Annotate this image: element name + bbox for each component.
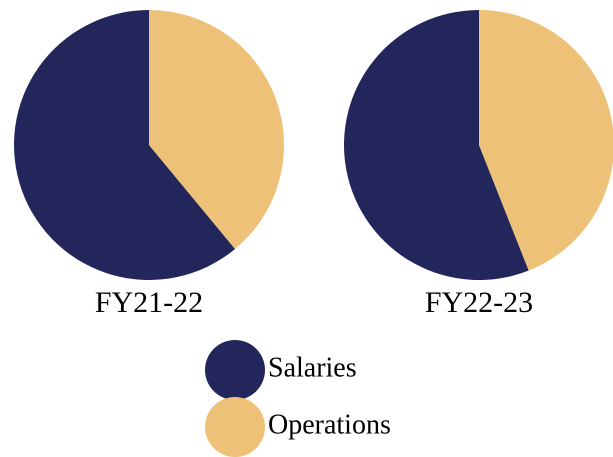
legend-label: Salaries — [268, 352, 357, 383]
pie-slice — [149, 10, 285, 250]
legend-label: Operations — [268, 409, 391, 440]
pie-slice — [14, 10, 236, 280]
legend-swatch — [205, 340, 265, 400]
pie-slice — [479, 10, 613, 271]
pie-title: FY21-22 — [95, 286, 203, 319]
pie-slice — [344, 10, 529, 280]
pie-title: FY22-23 — [425, 286, 533, 319]
legend-swatch — [205, 397, 265, 457]
